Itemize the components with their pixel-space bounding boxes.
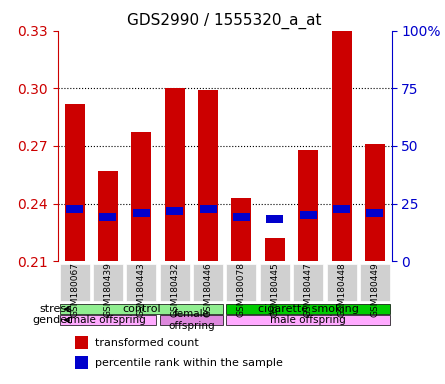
FancyBboxPatch shape (160, 264, 190, 301)
Title: GDS2990 / 1555320_a_at: GDS2990 / 1555320_a_at (127, 13, 322, 29)
Text: GSM180443: GSM180443 (137, 262, 146, 317)
Text: GSM180447: GSM180447 (303, 262, 313, 317)
Text: GSM180449: GSM180449 (370, 262, 380, 317)
FancyBboxPatch shape (227, 315, 390, 325)
Text: control: control (122, 304, 161, 314)
Bar (131, 132, 151, 261)
FancyBboxPatch shape (160, 315, 223, 325)
FancyBboxPatch shape (60, 304, 223, 314)
Bar (265, 238, 285, 261)
Text: male offspring: male offspring (70, 315, 146, 325)
Bar (65, 104, 85, 261)
Bar (332, 31, 352, 261)
Bar (75, 336, 88, 349)
Bar (233, 213, 250, 221)
Text: female
offspring: female offspring (168, 309, 214, 331)
FancyBboxPatch shape (360, 264, 390, 301)
Bar (266, 215, 283, 223)
FancyBboxPatch shape (60, 315, 156, 325)
Bar (198, 90, 218, 261)
Bar (66, 205, 83, 213)
Bar (75, 356, 88, 369)
Bar (98, 171, 118, 261)
FancyBboxPatch shape (227, 304, 390, 314)
Bar (366, 209, 384, 217)
FancyBboxPatch shape (260, 264, 290, 301)
Text: stress: stress (39, 304, 72, 314)
Text: GSM180432: GSM180432 (170, 262, 179, 317)
Bar (365, 144, 385, 261)
FancyBboxPatch shape (293, 264, 323, 301)
Text: GSM180439: GSM180439 (103, 262, 113, 317)
Bar (133, 209, 150, 217)
FancyBboxPatch shape (193, 264, 223, 301)
Text: GSM180067: GSM180067 (70, 262, 79, 318)
FancyBboxPatch shape (126, 264, 156, 301)
Text: gender: gender (32, 315, 72, 325)
Bar (231, 198, 251, 261)
Text: GSM180446: GSM180446 (203, 262, 213, 317)
Bar (166, 207, 183, 215)
Bar (333, 205, 350, 213)
Text: transformed count: transformed count (95, 338, 198, 348)
Bar (298, 150, 318, 261)
Bar (199, 205, 217, 213)
Text: GSM180448: GSM180448 (337, 262, 346, 317)
FancyBboxPatch shape (327, 264, 356, 301)
Text: cigarette smoking: cigarette smoking (258, 304, 359, 314)
Text: male offspring: male offspring (270, 315, 346, 325)
Bar (165, 88, 185, 261)
FancyBboxPatch shape (60, 264, 89, 301)
Bar (299, 211, 317, 219)
Text: GSM180078: GSM180078 (237, 262, 246, 318)
Text: percentile rank within the sample: percentile rank within the sample (95, 358, 283, 368)
Text: GSM180445: GSM180445 (270, 262, 279, 317)
FancyBboxPatch shape (227, 264, 256, 301)
Bar (99, 213, 117, 221)
FancyBboxPatch shape (93, 264, 123, 301)
